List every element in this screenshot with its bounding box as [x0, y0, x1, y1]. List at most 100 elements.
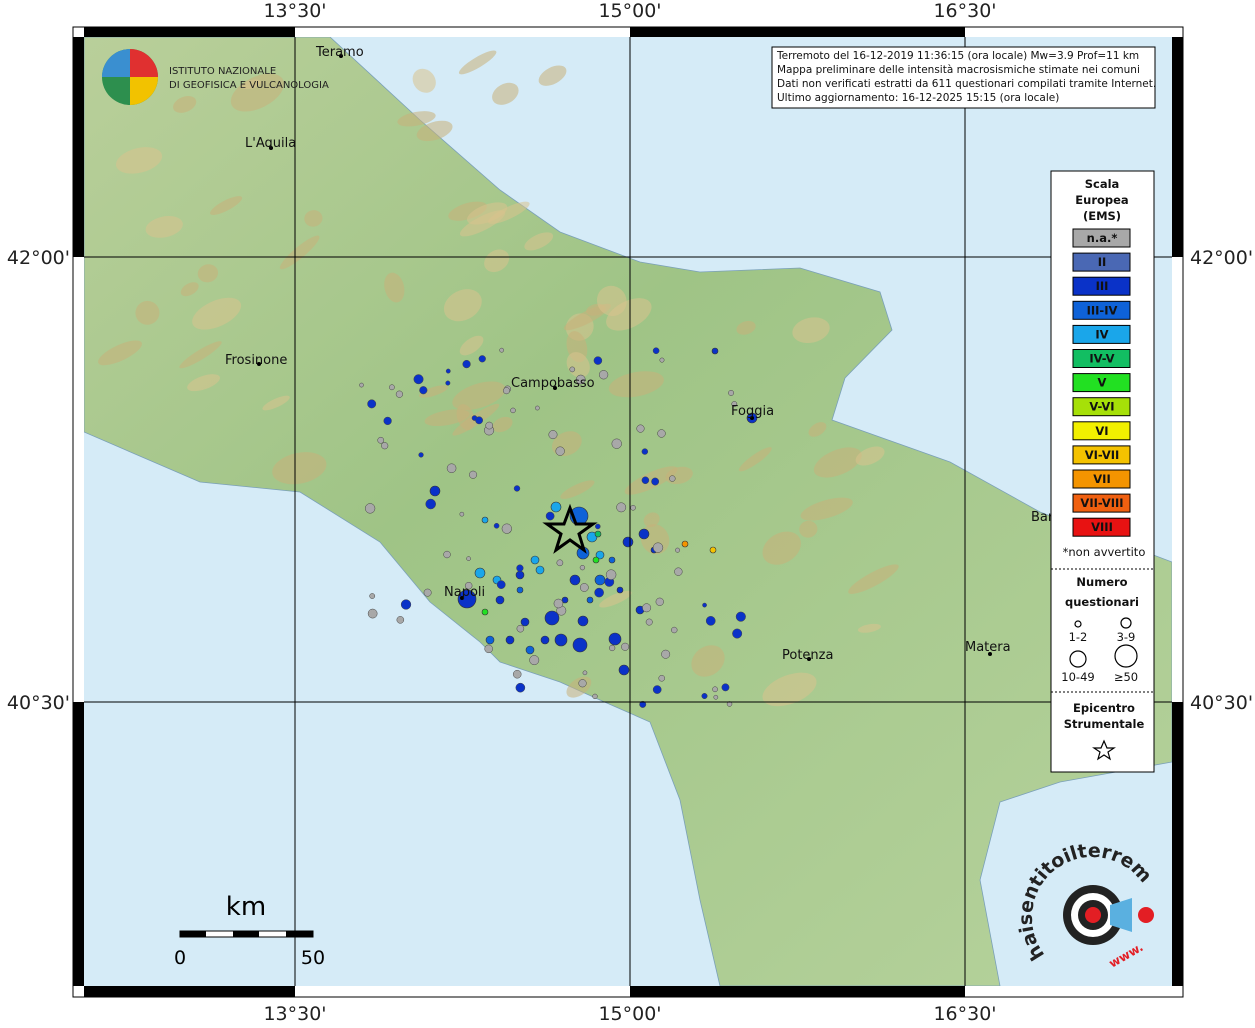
info-line: Terremoto del 16-12-2019 11:36:15 (ora l…	[776, 50, 1139, 62]
relief	[192, 297, 242, 330]
info-box	[771, 46, 1156, 109]
intensity-dot	[495, 595, 505, 605]
intensity-dot	[446, 463, 457, 474]
relief	[459, 335, 484, 356]
axis-label: 15°00'	[598, 1003, 661, 1024]
intensity-dot	[594, 530, 602, 538]
relief	[115, 147, 163, 174]
institute-name: ISTITUTO NAZIONALE	[169, 66, 276, 77]
relief	[538, 65, 567, 86]
land	[84, 37, 1172, 986]
relief	[608, 371, 664, 398]
intensity-dot	[592, 693, 598, 700]
legend-label: IV-V	[1089, 352, 1114, 366]
relief	[272, 452, 327, 485]
size-symbol	[1074, 620, 1082, 628]
intensity-dot	[579, 565, 586, 571]
relief	[416, 120, 453, 142]
intensity-dot	[395, 390, 403, 398]
relief	[800, 497, 853, 521]
legend-label: III-IV	[1087, 303, 1118, 317]
intensity-dot	[622, 536, 634, 548]
relief	[304, 210, 323, 227]
legend-label: V	[1098, 376, 1107, 390]
cities: Teramo L'Aquila Frosinone Campobasso Foggia N…	[225, 45, 1057, 663]
legend-label: VII-VIII	[1080, 496, 1123, 510]
relief	[691, 645, 725, 677]
city-dot	[339, 54, 343, 58]
intensity-dot	[510, 407, 516, 414]
intensity-dot	[651, 477, 660, 486]
intensity-dot	[445, 368, 451, 374]
city-dot	[257, 362, 261, 366]
legend-swatch	[1072, 252, 1131, 272]
city-name: L'Aquila	[245, 136, 296, 151]
intensity-dot	[732, 628, 743, 639]
intensity-dot	[400, 599, 412, 610]
relief	[799, 520, 818, 538]
size-symbol	[1114, 644, 1138, 668]
intensity-dot	[418, 452, 424, 458]
intensity-dot	[674, 567, 683, 576]
map-area	[84, 37, 1172, 986]
intensity-dot	[443, 550, 451, 559]
intensity-dot	[658, 675, 665, 682]
size-label: ≥50	[1114, 670, 1138, 684]
relief	[848, 564, 899, 594]
axis-label: 15°00'	[598, 0, 661, 22]
intensity-dot	[515, 570, 525, 580]
intensity-dot	[516, 624, 525, 633]
axis-label: 16°30'	[933, 1003, 996, 1024]
relief	[98, 50, 899, 707]
intensity-dot	[701, 693, 708, 700]
intensity-dot	[484, 644, 493, 654]
relief	[484, 249, 510, 273]
relief	[599, 590, 632, 608]
intensity-dot	[611, 438, 622, 449]
relief	[624, 466, 678, 495]
intensity-dot	[425, 498, 436, 510]
scale-tick: 50	[301, 947, 325, 969]
relief	[762, 672, 817, 707]
legend-title: Epicentro	[1073, 701, 1135, 715]
intensity-dot	[616, 502, 627, 513]
city-name: Bari	[1031, 510, 1057, 525]
intensity-dot	[513, 485, 521, 492]
intensity-dot	[671, 626, 678, 634]
intensity-dot	[481, 608, 489, 616]
legend-note: *non avvertito	[1063, 545, 1146, 559]
scale-bar: km 0 50	[174, 892, 325, 969]
intensity-dot	[702, 602, 707, 608]
relief	[180, 282, 199, 297]
legend-swatch	[1072, 469, 1131, 489]
intensity-dot	[530, 555, 540, 565]
intensity-dot	[639, 700, 647, 708]
intensity-dot	[608, 556, 616, 564]
relief	[459, 210, 506, 237]
intensity-dot	[661, 649, 671, 659]
intensity-dot	[659, 357, 665, 363]
intensity-dot	[389, 384, 395, 391]
axis-label: 13°30'	[263, 1003, 326, 1024]
legend-title: Europea	[1075, 193, 1128, 207]
intensity-dot	[595, 550, 605, 560]
intensity-dot	[548, 430, 558, 440]
intensity-dot	[594, 587, 604, 598]
info-line: Mappa preliminare delle intensità macros…	[777, 64, 1140, 76]
city-dot	[460, 596, 464, 600]
city-name: Teramo	[315, 45, 364, 60]
intensity-dot	[726, 701, 733, 707]
intensity-dot	[459, 511, 465, 517]
intensity-dot	[616, 586, 624, 594]
legend-swatch	[1072, 421, 1131, 441]
intensity-dot	[540, 635, 550, 645]
city-name: Frosinone	[225, 353, 287, 368]
relief	[279, 235, 320, 270]
legend-label: n.a.*	[1087, 231, 1118, 245]
intensity-dot	[512, 669, 522, 679]
legend-label: VI	[1095, 424, 1108, 438]
intensity-dot	[598, 370, 609, 380]
intensity-dot	[575, 374, 586, 385]
